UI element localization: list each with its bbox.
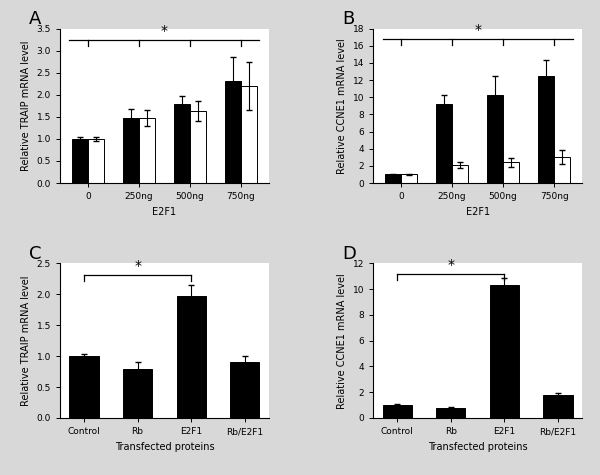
Text: *: * (161, 24, 168, 38)
Text: C: C (29, 245, 41, 263)
Bar (241, 86, 257, 183)
Bar (70, 356, 98, 418)
Bar (544, 395, 572, 418)
Text: A: A (29, 10, 41, 28)
Bar (436, 408, 466, 418)
Text: B: B (342, 10, 354, 28)
Bar (173, 104, 190, 183)
Y-axis label: Relative CCNE1 mRNA level: Relative CCNE1 mRNA level (337, 273, 347, 408)
Bar (176, 296, 206, 418)
Bar (503, 162, 520, 183)
Bar (385, 174, 401, 183)
Bar (123, 369, 152, 418)
Text: *: * (474, 23, 481, 37)
Bar (190, 111, 206, 183)
X-axis label: E2F1: E2F1 (466, 207, 490, 217)
Y-axis label: Relative TRAIP mRNA level: Relative TRAIP mRNA level (21, 276, 31, 406)
Bar (538, 76, 554, 183)
Bar (230, 362, 259, 418)
X-axis label: E2F1: E2F1 (152, 207, 176, 217)
Bar (554, 157, 571, 183)
Y-axis label: Relative TRAIP mRNA level: Relative TRAIP mRNA level (21, 40, 31, 171)
Bar (139, 118, 155, 183)
Bar (401, 174, 418, 183)
X-axis label: Transfected proteins: Transfected proteins (115, 442, 214, 452)
Bar (487, 95, 503, 183)
Text: D: D (342, 245, 356, 263)
Bar (436, 104, 452, 183)
Bar (452, 165, 469, 183)
Bar (490, 285, 519, 418)
Bar (383, 405, 412, 418)
Bar (224, 82, 241, 183)
X-axis label: Transfected proteins: Transfected proteins (428, 442, 527, 452)
Text: *: * (448, 258, 454, 272)
Text: *: * (134, 259, 141, 273)
Y-axis label: Relative CCNE1 mRNA level: Relative CCNE1 mRNA level (337, 38, 347, 174)
Bar (71, 139, 88, 183)
Bar (88, 139, 104, 183)
Bar (122, 118, 139, 183)
